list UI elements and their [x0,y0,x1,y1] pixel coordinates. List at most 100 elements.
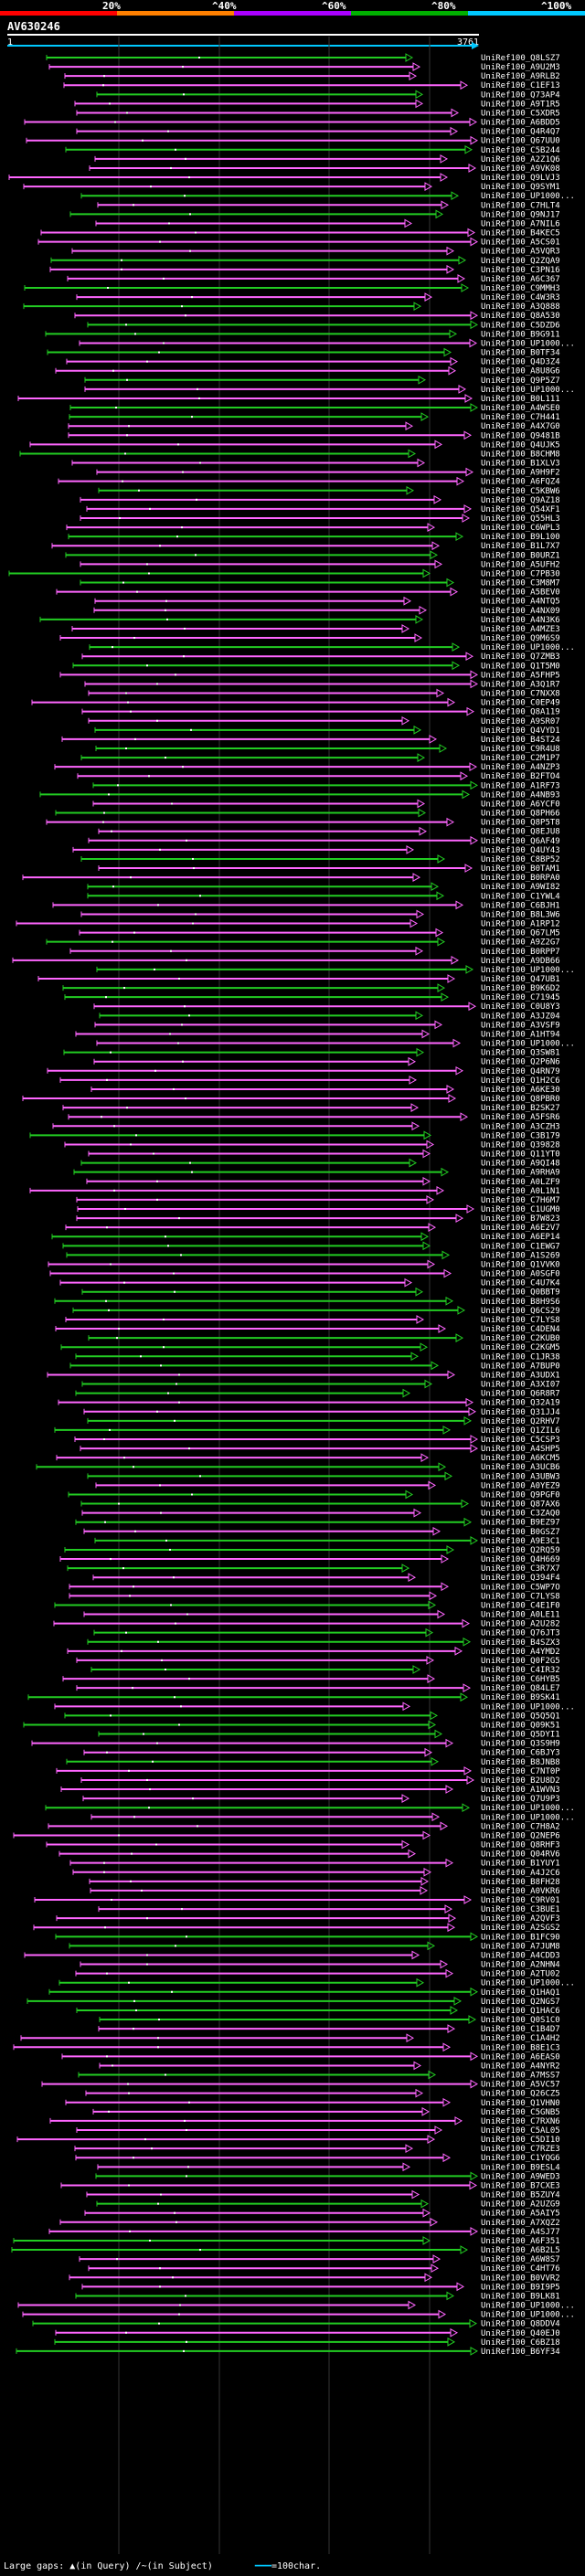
hit-label[interactable]: UniRef100_Q39828 [481,1140,560,1150]
hit-label[interactable]: UniRef100_C4W3R3 [481,293,560,302]
hit-label[interactable]: UniRef100_C3BUE1 [481,1905,560,1914]
hit-label[interactable]: UniRef100_UP1000... [481,192,575,201]
hit-label[interactable]: UniRef100_C1B4D7 [481,2025,560,2034]
hit-label[interactable]: UniRef100_B7W823 [481,1214,560,1224]
hit-label[interactable]: UniRef100_C1A4H2 [481,2034,560,2043]
hit-label[interactable]: UniRef100_A9Z2G7 [481,938,560,948]
hit-label[interactable]: UniRef100_Q394F4 [481,1574,560,1583]
hit-label[interactable]: UniRef100_B1FC90 [481,1933,560,1942]
hit-label[interactable]: UniRef100_C3PN16 [481,266,560,275]
hit-label[interactable]: UniRef100_C9R4U8 [481,745,560,754]
hit-label[interactable]: UniRef100_B9EZ97 [481,1519,560,1528]
hit-label[interactable]: UniRef100_C9RV01 [481,1896,560,1905]
hit-label[interactable]: UniRef100_UP1000... [481,643,575,652]
hit-label[interactable]: UniRef100_B0GSZ7 [481,1528,560,1537]
hit-label[interactable]: UniRef100_Q84LE7 [481,1684,560,1693]
hit-label[interactable]: UniRef100_A5FSR6 [481,1113,560,1122]
hit-label[interactable]: UniRef100_A3CZH3 [481,1122,560,1131]
hit-label[interactable]: UniRef100_Q8LSZ7 [481,54,560,63]
hit-label[interactable]: UniRef100_UP1000... [481,1702,575,1712]
hit-label[interactable]: UniRef100_B0TAM1 [481,864,560,874]
hit-label[interactable]: UniRef100_Q67LM5 [481,929,560,938]
hit-label[interactable]: UniRef100_C7RXN6 [481,2117,560,2126]
hit-label[interactable]: UniRef100_Q1VHN0 [481,2099,560,2108]
hit-label[interactable]: UniRef100_C1EF13 [481,81,560,90]
hit-label[interactable]: UniRef100_Q7ZMB3 [481,652,560,662]
hit-label[interactable]: UniRef100_Q4R4Q7 [481,128,560,137]
hit-label[interactable]: UniRef100_C8BP52 [481,855,560,864]
hit-label[interactable]: UniRef100_A0LE11 [481,1611,560,1620]
hit-label[interactable]: UniRef100_C4HT76 [481,2264,560,2274]
hit-label[interactable]: UniRef100_B5ZUY4 [481,2191,560,2200]
hit-label[interactable]: UniRef100_C7H441 [481,413,560,422]
hit-label[interactable]: UniRef100_A0SGF0 [481,1270,560,1279]
hit-label[interactable]: UniRef100_C0U8Y3 [481,1002,560,1012]
hit-label[interactable]: UniRef100_C7NXX8 [481,690,560,699]
hit-label[interactable]: UniRef100_UP1000... [481,339,575,348]
hit-label[interactable]: UniRef100_A5FHP5 [481,671,560,680]
hit-label[interactable]: UniRef100_A5VQR3 [481,248,560,257]
hit-label[interactable]: UniRef100_A4NB93 [481,790,560,800]
hit-label[interactable]: UniRef100_A4SJ77 [481,2228,560,2237]
hit-label[interactable]: UniRef100_A2TU02 [481,1970,560,1979]
hit-label[interactable]: UniRef100_A9VK08 [481,164,560,174]
hit-label[interactable]: UniRef100_A4X7G0 [481,422,560,431]
hit-label[interactable]: UniRef100_B4KEC5 [481,229,560,239]
hit-label[interactable]: UniRef100_B8JNB8 [481,1758,560,1767]
hit-label[interactable]: UniRef100_A2NHN4 [481,1961,560,1970]
hit-label[interactable]: UniRef100_UP1000... [481,386,575,395]
hit-label[interactable]: UniRef100_A1RF73 [481,781,560,790]
hit-label[interactable]: UniRef100_C7H6M7 [481,1196,560,1205]
hit-label[interactable]: UniRef100_C9MMH3 [481,284,560,293]
hit-label[interactable]: UniRef100_B8H9S6 [481,1298,560,1307]
hit-label[interactable]: UniRef100_A9T1R5 [481,100,560,109]
hit-label[interactable]: UniRef100_A3Q1R7 [481,680,560,689]
hit-label[interactable]: UniRef100_C2KUB0 [481,1334,560,1343]
hit-label[interactable]: UniRef100_C1YQG6 [481,2154,560,2163]
hit-label[interactable]: UniRef100_B4ST24 [481,736,560,745]
hit-label[interactable]: UniRef100_C5B244 [481,146,560,155]
hit-label[interactable]: UniRef100_B8CHM8 [481,450,560,459]
hit-label[interactable]: UniRef100_A3Q888 [481,302,560,312]
hit-label[interactable]: UniRef100_C7LYS8 [481,1592,560,1601]
hit-label[interactable]: UniRef100_A0LZF9 [481,1178,560,1187]
hit-label[interactable]: UniRef100_Q4H669 [481,1555,560,1564]
hit-label[interactable]: UniRef100_C4E1F0 [481,1601,560,1610]
hit-label[interactable]: UniRef100_C1YWL4 [481,892,560,901]
hit-label[interactable]: UniRef100_B2U8D2 [481,1776,560,1786]
hit-label[interactable]: UniRef100_Q09K51 [481,1721,560,1730]
hit-label[interactable]: UniRef100_Q55HL3 [481,514,560,524]
hit-label[interactable]: UniRef100_A6EP14 [481,1233,560,1242]
hit-label[interactable]: UniRef100_Q1H2C6 [481,1076,560,1086]
hit-label[interactable]: UniRef100_A9U2M3 [481,63,560,72]
hit-label[interactable]: UniRef100_A4N3K6 [481,616,560,625]
hit-label[interactable]: UniRef100_UP1000... [481,966,575,975]
hit-label[interactable]: UniRef100_UP1000... [481,1979,575,1988]
hit-label[interactable]: UniRef100_B1L7X7 [481,542,560,551]
hit-label[interactable]: UniRef100_Q11YT0 [481,1150,560,1160]
hit-label[interactable]: UniRef100_A9DB66 [481,957,560,966]
hit-label[interactable]: UniRef100_C4DEN4 [481,1325,560,1334]
hit-label[interactable]: UniRef100_Q7U9P3 [481,1795,560,1804]
hit-label[interactable]: UniRef100_C5KBW6 [481,487,560,496]
hit-label[interactable]: UniRef100_Q4RN79 [481,1067,560,1076]
hit-label[interactable]: UniRef100_A3JZ04 [481,1012,560,1021]
hit-label[interactable]: UniRef100_Q40EJ0 [481,2329,560,2338]
hit-label[interactable]: UniRef100_A8U8G6 [481,367,560,376]
hit-label[interactable]: UniRef100_B2FTO4 [481,772,560,781]
hit-label[interactable]: UniRef100_Q4D3Z4 [481,358,560,367]
hit-label[interactable]: UniRef100_A6KCM5 [481,1454,560,1463]
hit-label[interactable]: UniRef100_Q3S9H9 [481,1740,560,1749]
hit-label[interactable]: UniRef100_Q4UJK5 [481,440,560,450]
hit-label[interactable]: UniRef100_C5GNB5 [481,2108,560,2117]
hit-label[interactable]: UniRef100_A2UZG9 [481,2200,560,2210]
hit-label[interactable]: UniRef100_B0VVR2 [481,2274,560,2283]
hit-label[interactable]: UniRef100_A9RHA9 [481,1169,560,1178]
hit-label[interactable]: UniRef100_A5BEV0 [481,588,560,598]
hit-label[interactable]: UniRef100_C4U7K4 [481,1279,560,1288]
hit-label[interactable]: UniRef100_Q87AX6 [481,1500,560,1510]
hit-label[interactable]: UniRef100_A5CS01 [481,239,560,248]
hit-label[interactable]: UniRef100_C0EP49 [481,699,560,708]
hit-label[interactable]: UniRef100_Q6R8R7 [481,1390,560,1399]
hit-label[interactable]: UniRef100_B9L100 [481,533,560,542]
